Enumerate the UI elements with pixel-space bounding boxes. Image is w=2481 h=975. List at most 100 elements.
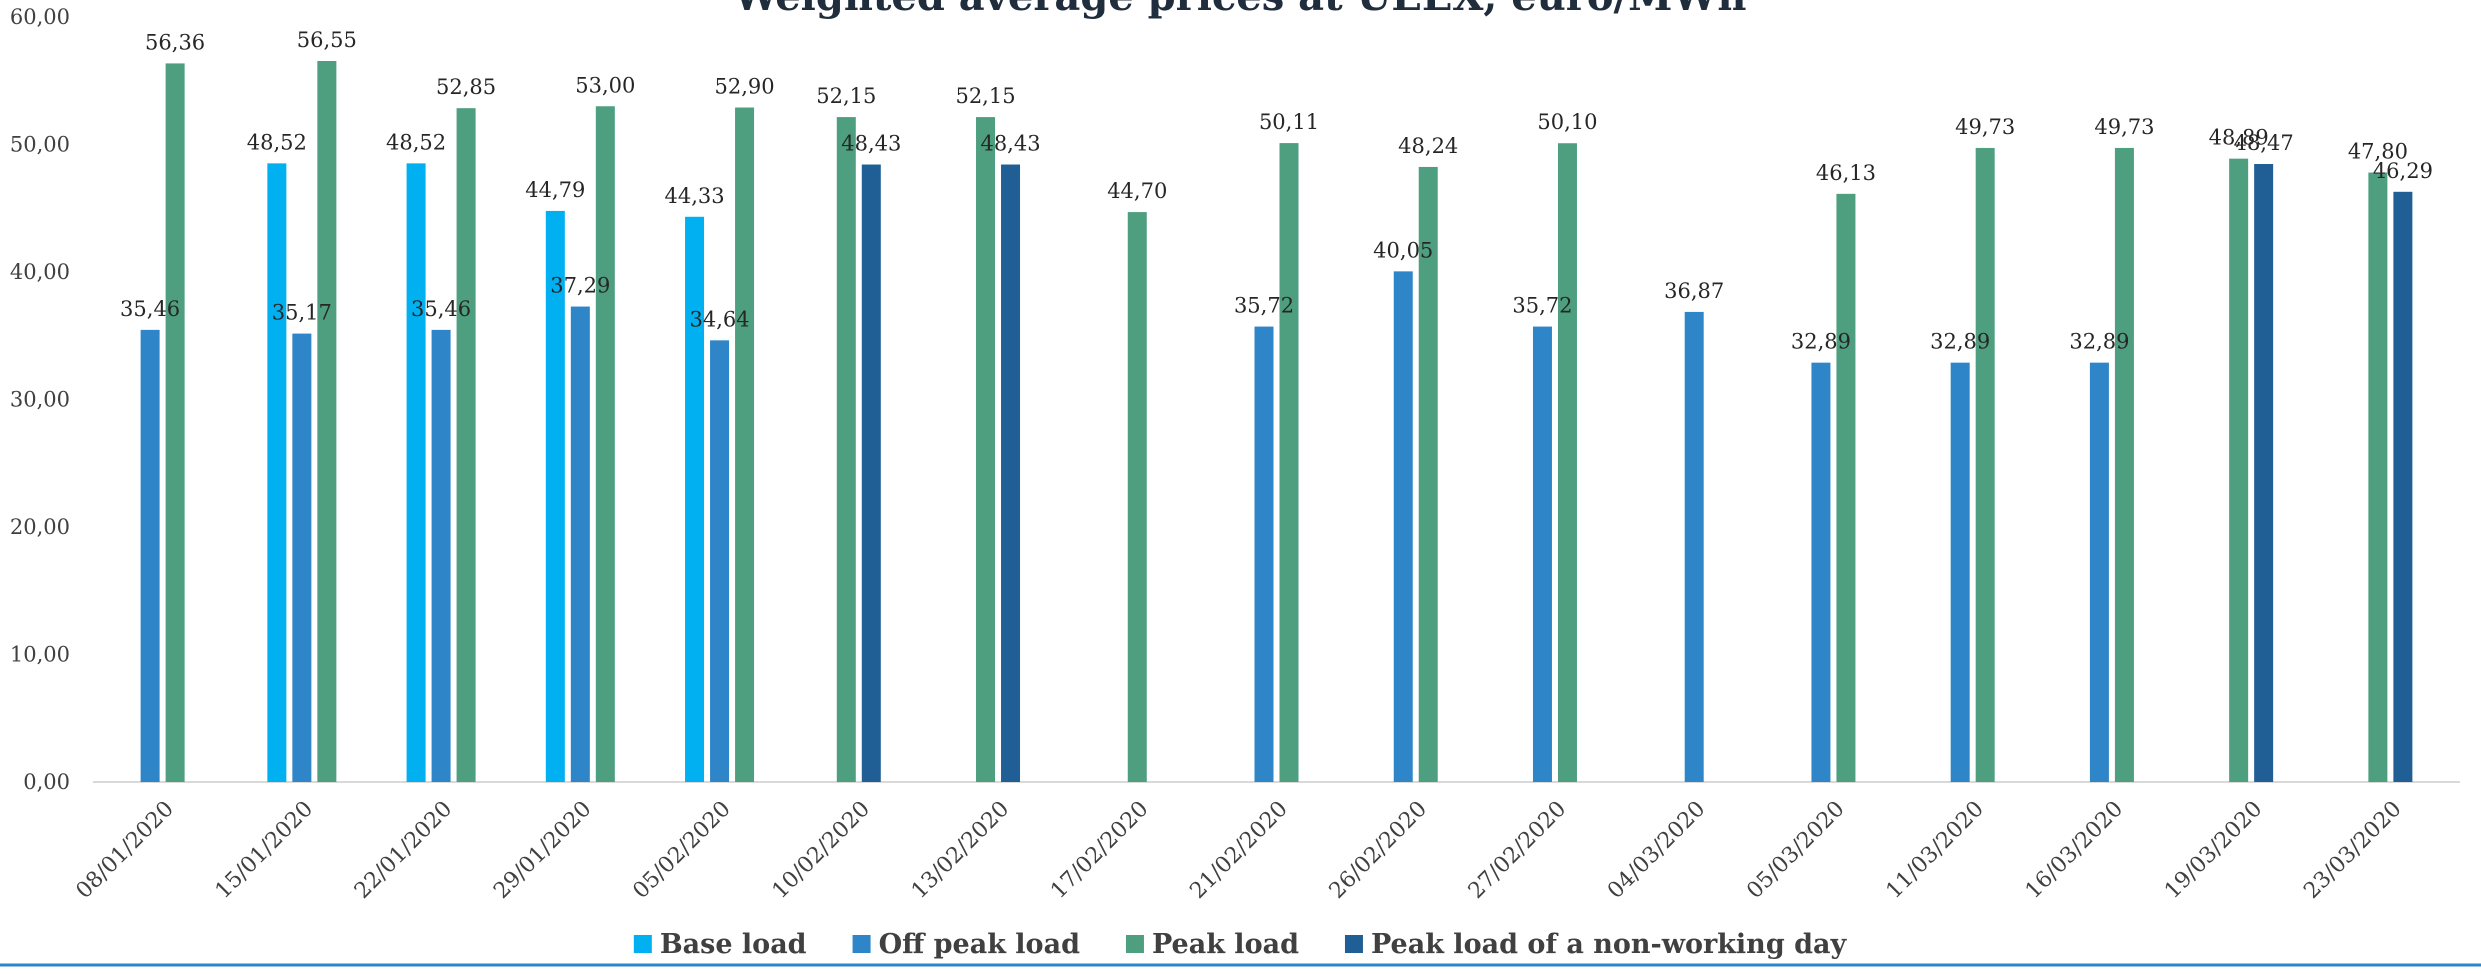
bar-peak-load bbox=[1557, 143, 1577, 783]
legend: Base load Off peak load Peak load Peak load… bbox=[633, 929, 1848, 960]
legend-label: Peak load bbox=[1152, 929, 1299, 960]
bar-peak-load bbox=[595, 106, 615, 782]
x-tick-label: 11/03/2020 bbox=[1882, 797, 1989, 904]
legend-label: Peak load of a non-working day bbox=[1371, 929, 1848, 960]
bar-peak-load bbox=[2368, 172, 2388, 783]
x-tick-label: 13/02/2020 bbox=[907, 797, 1014, 904]
data-label: 52,90 bbox=[714, 75, 774, 99]
data-label: 56,55 bbox=[297, 28, 357, 52]
x-tick-label: 04/03/2020 bbox=[1603, 797, 1710, 904]
x-tick-label: 26/02/2020 bbox=[1325, 797, 1432, 904]
data-label: 48,24 bbox=[1398, 134, 1458, 158]
data-label: 35,72 bbox=[1234, 294, 1294, 318]
bar-off-peak-load bbox=[292, 333, 312, 782]
bar-base-load bbox=[267, 163, 287, 782]
y-axis: 0,00 10,00 20,00 30,00 40,00 50,00 60,00 bbox=[10, 5, 70, 794]
bar-off-peak-load bbox=[1684, 311, 1704, 782]
y-tick-label: 0,00 bbox=[23, 770, 70, 794]
data-label: 50,11 bbox=[1259, 110, 1319, 134]
bar-off-peak-load bbox=[2089, 362, 2109, 782]
data-label: 32,89 bbox=[1930, 330, 1990, 354]
x-tick-label: 29/01/2020 bbox=[489, 797, 596, 904]
bar-peak-load-of-a-non-working-day bbox=[2393, 191, 2413, 783]
legend-swatch bbox=[852, 935, 871, 953]
data-label: 34,64 bbox=[689, 307, 749, 331]
data-label: 44,33 bbox=[664, 184, 724, 208]
bar-peak-load bbox=[2229, 158, 2249, 783]
bar-peak-load bbox=[2114, 147, 2134, 782]
data-label: 36,87 bbox=[1664, 279, 1724, 303]
bar-peak-load bbox=[976, 117, 996, 782]
data-label: 48,47 bbox=[2234, 131, 2294, 155]
bar-peak-load-of-a-non-working-day bbox=[1001, 164, 1021, 782]
legend-label: Off peak load bbox=[879, 929, 1081, 960]
bar-off-peak-load bbox=[1532, 326, 1552, 782]
x-tick-label: 19/03/2020 bbox=[2160, 797, 2267, 904]
y-tick-label: 20,00 bbox=[10, 515, 70, 539]
data-label: 32,89 bbox=[1791, 330, 1851, 354]
bar-peak-load bbox=[1127, 212, 1147, 782]
bar-peak-load bbox=[456, 108, 476, 783]
bar-peak-load bbox=[317, 60, 337, 783]
data-label: 48,52 bbox=[247, 130, 307, 154]
data-label: 46,29 bbox=[2373, 159, 2433, 183]
chart-title: Weighted average prices at UEEX, euro/MW… bbox=[733, 0, 1747, 20]
bar-off-peak-load bbox=[1811, 362, 1831, 782]
data-label: 48,43 bbox=[980, 132, 1040, 156]
data-label: 56,36 bbox=[145, 30, 205, 54]
x-tick-label: 16/03/2020 bbox=[2021, 797, 2128, 904]
bar-off-peak-load bbox=[1393, 271, 1413, 782]
y-tick-label: 40,00 bbox=[10, 260, 70, 284]
bar-peak-load bbox=[1279, 143, 1299, 782]
data-label: 35,46 bbox=[411, 297, 471, 321]
data-label: 35,72 bbox=[1512, 294, 1572, 318]
bar-base-load bbox=[406, 163, 426, 782]
bar-peak-load bbox=[1418, 166, 1438, 782]
data-label: 35,46 bbox=[120, 297, 180, 321]
bar-peak-load bbox=[165, 63, 185, 783]
data-label: 47,80 bbox=[2348, 140, 2408, 164]
bar-off-peak-load bbox=[140, 329, 160, 782]
x-tick-label: 08/01/2020 bbox=[72, 797, 179, 904]
legend-swatch bbox=[1344, 935, 1363, 953]
y-tick-label: 30,00 bbox=[10, 388, 70, 412]
data-label: 48,43 bbox=[841, 132, 901, 156]
bar-peak-load-of-a-non-working-day bbox=[2254, 164, 2274, 782]
bar-peak-load bbox=[1836, 193, 1856, 782]
y-tick-label: 10,00 bbox=[10, 643, 70, 667]
data-label: 37,29 bbox=[550, 274, 610, 298]
legend-swatch bbox=[1125, 935, 1144, 953]
bar-peak-load-of-a-non-working-day bbox=[861, 164, 881, 782]
y-tick-label: 60,00 bbox=[10, 5, 70, 29]
bar-off-peak-load bbox=[1950, 362, 1970, 782]
data-label: 48,89 bbox=[2209, 126, 2269, 150]
x-tick-label: 21/02/2020 bbox=[1185, 797, 1292, 904]
data-label: 46,13 bbox=[1816, 161, 1876, 185]
data-label: 32,89 bbox=[2069, 330, 2129, 354]
bar-base-load bbox=[545, 210, 565, 783]
bar-off-peak-load bbox=[570, 306, 590, 782]
data-label: 44,70 bbox=[1107, 179, 1167, 203]
data-labels: 35,46 56,36 48,52 35,17 56,55 48,52 35,46 52,85… bbox=[120, 28, 2433, 354]
data-label: 53,00 bbox=[575, 73, 635, 97]
x-tick-label: 17/02/2020 bbox=[1046, 797, 1153, 904]
data-label: 52,15 bbox=[816, 84, 876, 108]
bar-off-peak-load bbox=[431, 329, 451, 782]
bar-off-peak-load bbox=[1254, 326, 1274, 782]
x-tick-label: 27/02/2020 bbox=[1464, 797, 1571, 904]
legend-label: Base load bbox=[660, 929, 807, 960]
bar-peak-load bbox=[836, 117, 856, 782]
x-tick-label: 15/01/2020 bbox=[211, 797, 318, 904]
data-label: 44,79 bbox=[525, 178, 585, 202]
data-label: 52,15 bbox=[955, 84, 1015, 108]
x-tick-label: 10/02/2020 bbox=[768, 797, 875, 904]
data-label: 50,10 bbox=[1537, 110, 1597, 134]
data-label: 48,52 bbox=[386, 130, 446, 154]
x-tick-label: 22/01/2020 bbox=[350, 797, 457, 904]
data-label: 40,05 bbox=[1373, 238, 1433, 262]
data-label: 49,73 bbox=[1955, 115, 2015, 139]
data-label: 52,85 bbox=[436, 75, 496, 99]
bar-base-load bbox=[685, 216, 705, 783]
